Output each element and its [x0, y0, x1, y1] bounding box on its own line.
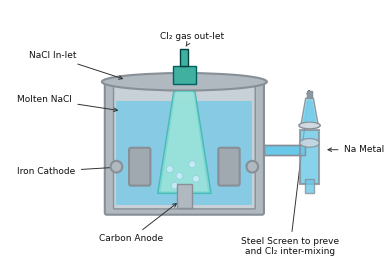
Circle shape [186, 188, 193, 195]
FancyBboxPatch shape [113, 81, 255, 209]
Polygon shape [161, 92, 208, 192]
Polygon shape [303, 100, 316, 122]
Text: NaCl In-let: NaCl In-let [29, 52, 122, 79]
Circle shape [176, 172, 183, 179]
FancyBboxPatch shape [177, 184, 192, 208]
Circle shape [181, 195, 188, 202]
Bar [307, 90, 312, 98]
Ellipse shape [300, 139, 319, 147]
Bar [264, 145, 305, 155]
Circle shape [167, 166, 173, 172]
FancyBboxPatch shape [300, 130, 319, 184]
Ellipse shape [102, 73, 267, 90]
FancyBboxPatch shape [129, 148, 151, 186]
Polygon shape [158, 92, 211, 193]
Circle shape [111, 161, 122, 172]
Bar [305, 179, 314, 193]
Circle shape [193, 175, 199, 182]
Circle shape [171, 182, 178, 189]
Circle shape [246, 161, 258, 172]
Text: Cl₂ gas out-let: Cl₂ gas out-let [160, 32, 224, 46]
Text: Steel Screen to preve
and Cl₂ inter-mixing: Steel Screen to preve and Cl₂ inter-mixi… [241, 90, 339, 256]
Bar [181, 49, 188, 66]
FancyBboxPatch shape [173, 66, 196, 84]
Text: Molten NaCl: Molten NaCl [18, 95, 117, 111]
FancyBboxPatch shape [218, 148, 240, 186]
Polygon shape [301, 98, 318, 125]
FancyBboxPatch shape [105, 80, 264, 215]
Ellipse shape [299, 122, 320, 129]
Text: Carbon Anode: Carbon Anode [99, 204, 176, 243]
Text: Na Metal: Na Metal [328, 145, 384, 154]
Text: Iron Cathode: Iron Cathode [18, 165, 122, 176]
FancyBboxPatch shape [117, 101, 252, 205]
Circle shape [189, 161, 195, 168]
Bar [264, 145, 305, 155]
